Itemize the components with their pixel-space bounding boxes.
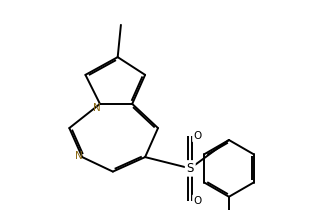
- Text: N: N: [94, 103, 101, 113]
- Text: S: S: [186, 162, 194, 175]
- Text: O: O: [193, 131, 202, 141]
- Text: N: N: [75, 151, 83, 161]
- Text: O: O: [193, 196, 202, 206]
